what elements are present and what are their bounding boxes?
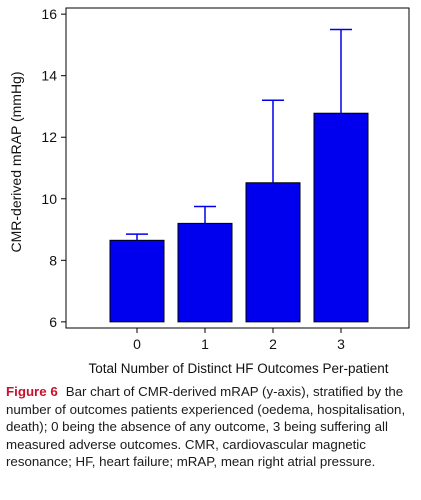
y-tick-label: 14 xyxy=(41,68,57,84)
figure-caption: Figure 6 Bar chart of CMR-derived mRAP (y… xyxy=(6,383,416,471)
caption-text: Bar chart of CMR-derived mRAP (y-axis), … xyxy=(6,384,406,469)
bar xyxy=(245,182,301,323)
bar xyxy=(177,222,233,323)
plot-frame xyxy=(65,7,410,329)
x-tick-label: 0 xyxy=(133,336,141,352)
y-tick-label: 10 xyxy=(41,191,57,207)
y-tick-label: 8 xyxy=(49,252,57,268)
x-tick-label: 2 xyxy=(269,336,277,352)
y-tick-label: 16 xyxy=(41,6,57,22)
y-tick-label: 12 xyxy=(41,129,57,145)
bar xyxy=(109,239,165,323)
y-tick-label: 6 xyxy=(49,314,57,330)
bar xyxy=(313,112,369,323)
x-tick-label: 1 xyxy=(201,336,209,352)
figure-label: Figure 6 xyxy=(6,384,58,399)
x-tick-label: 3 xyxy=(337,336,345,352)
x-axis-title: Total Number of Distinct HF Outcomes Per… xyxy=(88,361,388,376)
y-axis-title: CMR-derived mRAP (mmHg) xyxy=(8,72,24,253)
